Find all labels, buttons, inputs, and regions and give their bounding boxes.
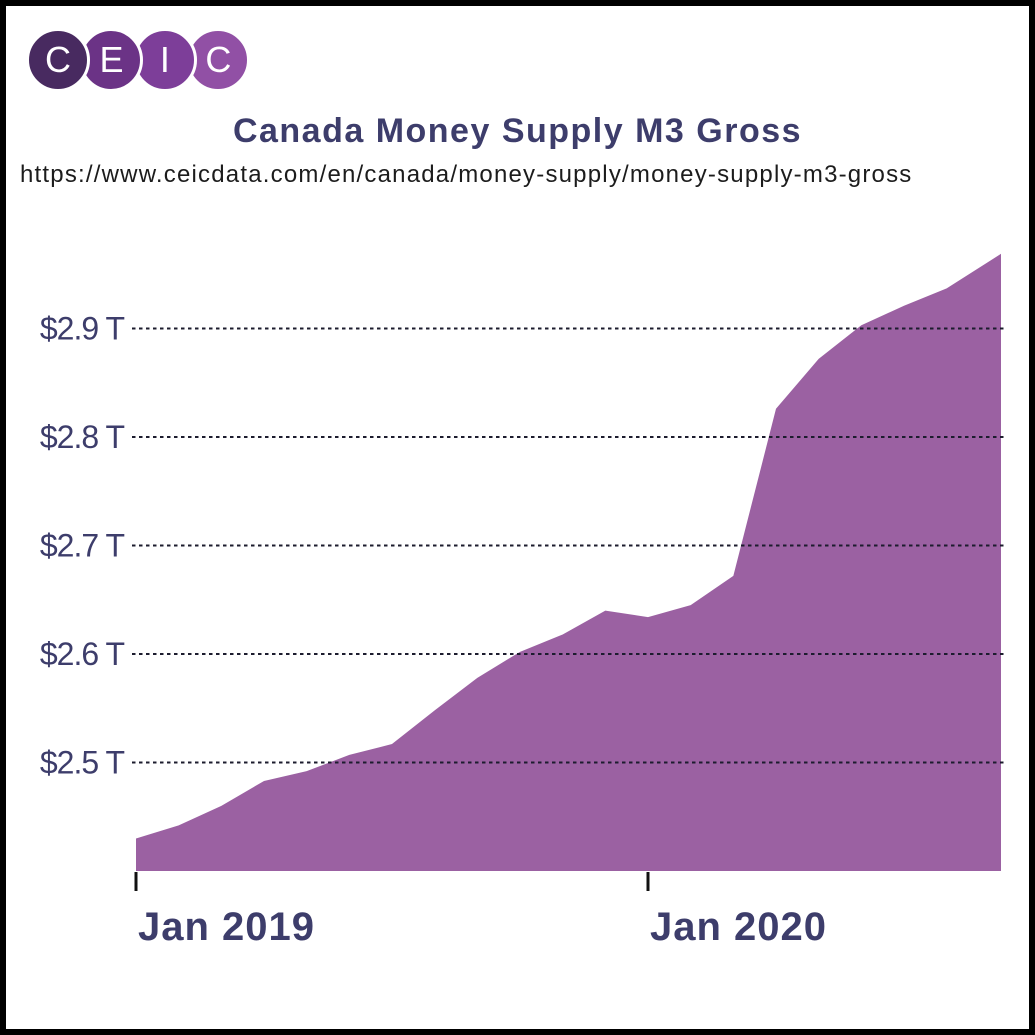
logo-letter: C xyxy=(45,39,71,80)
y-axis-tick-label: $2.7 T xyxy=(40,528,125,564)
y-axis-tick-label: $2.9 T xyxy=(40,311,125,347)
y-axis-tick-label: $2.5 T xyxy=(40,745,125,781)
source-url: https://www.ceicdata.com/en/canada/money… xyxy=(20,161,913,188)
ceic-logo: C E I C xyxy=(26,28,251,96)
money-supply-area-chart: $2.9 T $2.8 T $2.7 T $2.6 T $2.5 T Jan 2… xyxy=(40,253,1006,949)
gridlines xyxy=(132,327,1006,764)
logo-letter: E xyxy=(99,39,124,80)
logo-circle-2: E xyxy=(79,28,144,92)
x-axis: Jan 2019 Jan 2020 xyxy=(134,872,827,949)
x-axis-tick-label: Jan 2019 xyxy=(138,905,315,949)
chart-title: Canada Money Supply M3 Gross xyxy=(232,112,803,150)
x-axis-tick-label: Jan 2020 xyxy=(650,905,827,949)
logo-letter: I xyxy=(159,39,170,80)
money-supply-series-area xyxy=(136,253,1001,872)
logo-circle-4: C xyxy=(186,28,251,92)
y-axis-tick-label: $2.6 T xyxy=(40,636,125,672)
logo-circle-1: C xyxy=(26,28,90,92)
logo-letter: C xyxy=(205,39,232,80)
y-axis-tick-label: $2.8 T xyxy=(40,419,125,455)
logo-circle-3: I xyxy=(132,28,197,92)
y-axis: $2.9 T $2.8 T $2.7 T $2.6 T $2.5 T xyxy=(40,311,126,781)
